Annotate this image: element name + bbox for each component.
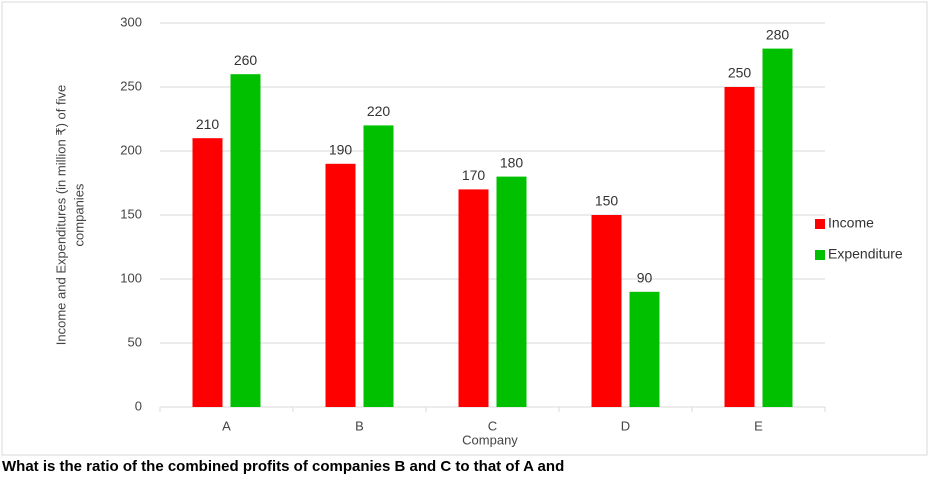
bar (591, 215, 622, 407)
bar (230, 74, 261, 407)
x-tick-label: E (754, 418, 763, 433)
y-axis-title-line: Income and Expenditures (in million ₹) o… (53, 85, 68, 345)
bar (496, 176, 527, 407)
data-label: 90 (637, 270, 653, 286)
bar (762, 48, 793, 407)
y-tick-label: 250 (120, 78, 142, 93)
x-tick-label: A (222, 418, 231, 433)
x-axis-title: Company (462, 432, 518, 447)
x-tick-label: D (621, 418, 630, 433)
y-tick-label: 150 (120, 206, 142, 221)
bar (458, 189, 489, 407)
bar (192, 138, 223, 407)
data-label: 170 (462, 167, 486, 183)
legend-label: Expenditure (828, 246, 903, 262)
data-label: 280 (766, 26, 790, 42)
data-label: 180 (500, 154, 524, 170)
legend-swatch (815, 250, 825, 260)
data-label: 220 (367, 103, 391, 119)
bar (325, 163, 356, 407)
data-label: 250 (728, 65, 752, 81)
y-tick-label: 0 (135, 398, 142, 413)
bar (363, 125, 394, 408)
legend-swatch (815, 219, 825, 229)
y-tick-label: 50 (128, 334, 142, 349)
y-tick-label: 300 (120, 14, 142, 29)
data-label: 260 (234, 52, 258, 68)
bar (724, 87, 755, 407)
y-tick-label: 200 (120, 142, 142, 157)
x-tick-label: B (355, 418, 364, 433)
legend-label: Income (828, 215, 874, 231)
y-tick-label: 100 (120, 270, 142, 285)
y-axis-title-line: companies (71, 183, 86, 246)
question-text: What is the ratio of the combined profit… (2, 458, 564, 475)
bar (629, 291, 660, 407)
data-label: 210 (196, 116, 220, 132)
data-label: 190 (329, 142, 353, 158)
y-axis-title: Income and Expenditures (in million ₹) o… (53, 85, 86, 345)
x-tick-label: C (488, 418, 497, 433)
data-label: 150 (595, 193, 619, 209)
